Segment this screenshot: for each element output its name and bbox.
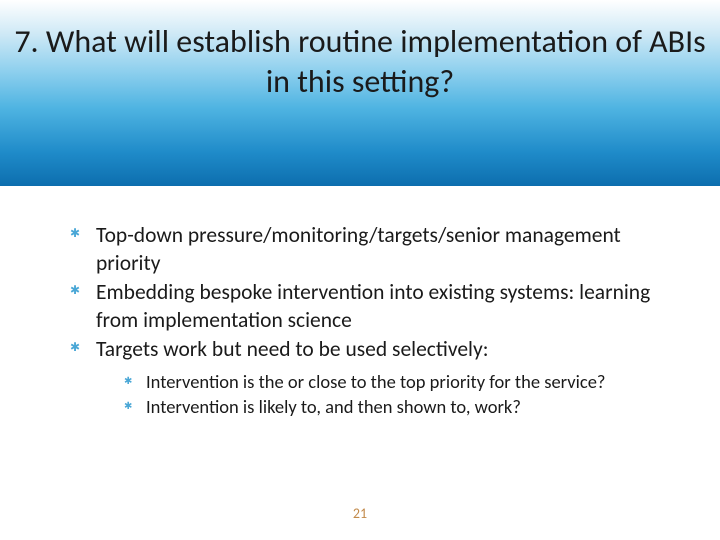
sub-list-item-text: Intervention is the or close to the top … xyxy=(146,370,606,393)
title-band: 7. What will establish routine implement… xyxy=(0,0,720,186)
bullet-list: Top-down pressure/monitoring/targets/sen… xyxy=(70,222,660,419)
slide-title: 7. What will establish routine implement… xyxy=(0,0,720,102)
sub-list-item: Intervention is the or close to the top … xyxy=(124,370,660,394)
list-item-text: Targets work but need to be used selecti… xyxy=(96,336,488,362)
sub-list-item-text: Intervention is likely to, and then show… xyxy=(146,395,521,418)
list-item-text: Top-down pressure/monitoring/targets/sen… xyxy=(96,222,621,276)
list-item: Embedding bespoke intervention into exis… xyxy=(70,279,660,334)
sub-bullet-list: Intervention is the or close to the top … xyxy=(96,370,660,419)
slide: 7. What will establish routine implement… xyxy=(0,0,720,540)
page-number: 21 xyxy=(0,505,720,522)
slide-body: Top-down pressure/monitoring/targets/sen… xyxy=(70,222,660,421)
list-item-text: Embedding bespoke intervention into exis… xyxy=(96,279,650,333)
sub-list-item: Intervention is likely to, and then show… xyxy=(124,395,660,419)
list-item: Top-down pressure/monitoring/targets/sen… xyxy=(70,222,660,277)
list-item: Targets work but need to be used selecti… xyxy=(70,336,660,419)
